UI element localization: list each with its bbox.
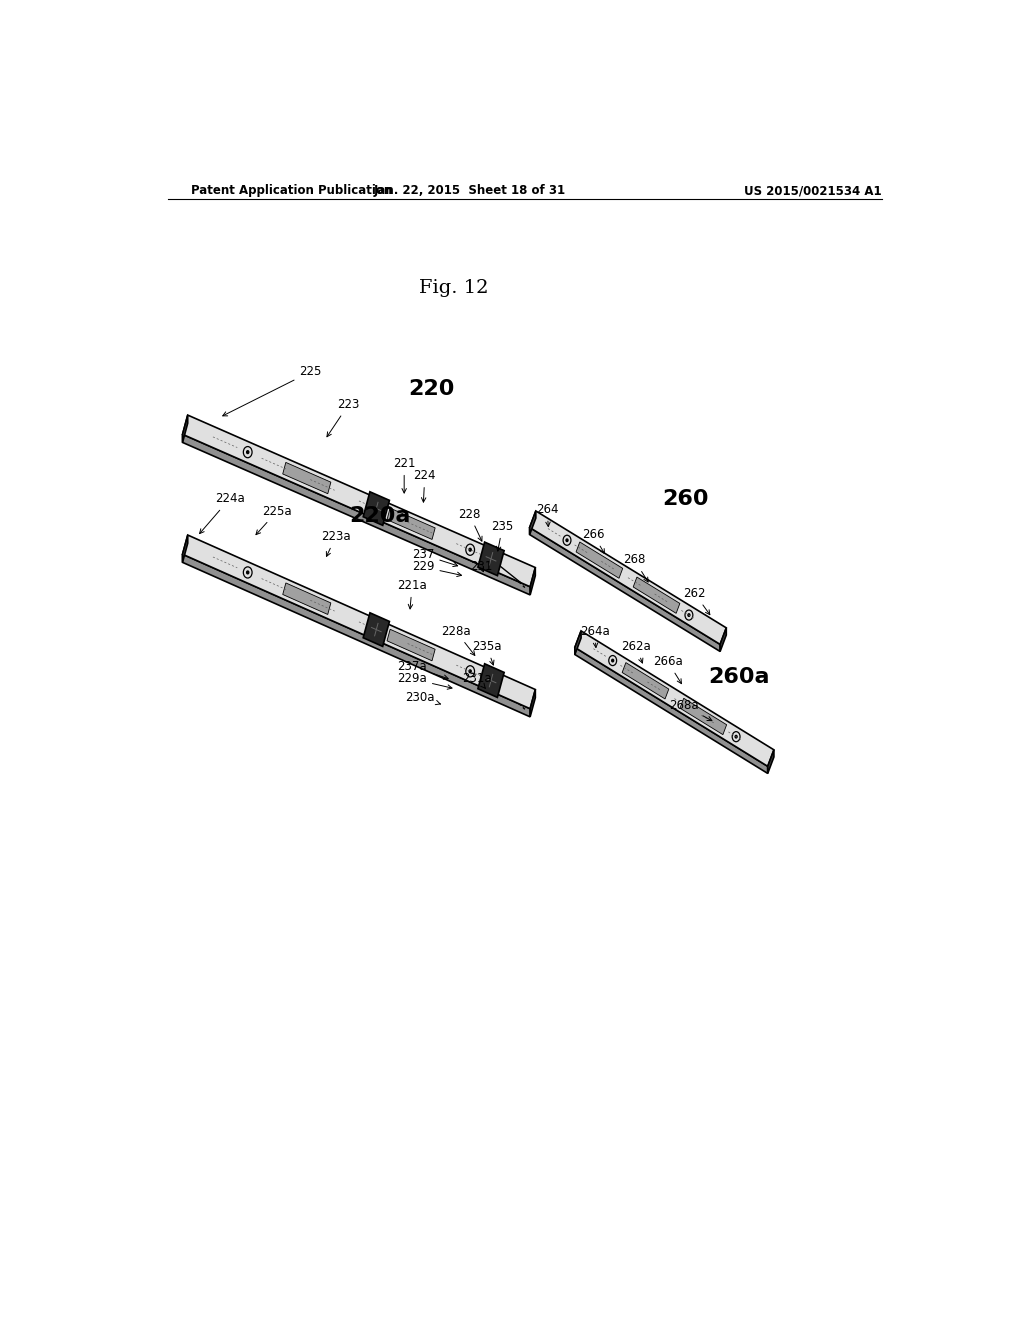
Polygon shape: [529, 528, 720, 652]
Polygon shape: [182, 414, 536, 587]
Text: 264a: 264a: [580, 624, 609, 648]
Polygon shape: [529, 511, 726, 644]
Polygon shape: [182, 535, 187, 562]
Text: 225: 225: [222, 366, 322, 416]
Polygon shape: [182, 414, 187, 442]
Polygon shape: [574, 631, 774, 767]
Text: 220a: 220a: [349, 506, 411, 527]
Circle shape: [611, 659, 613, 661]
Circle shape: [566, 539, 568, 541]
Text: 262: 262: [683, 587, 710, 615]
Text: 237: 237: [412, 548, 458, 566]
Text: 229a: 229a: [397, 672, 452, 689]
Polygon shape: [364, 492, 389, 525]
Text: 260: 260: [662, 488, 709, 510]
Polygon shape: [364, 612, 389, 647]
Text: 228: 228: [458, 508, 482, 541]
Text: 264: 264: [536, 503, 558, 527]
Text: 221a: 221a: [397, 578, 427, 609]
Text: 266a: 266a: [652, 655, 683, 684]
Polygon shape: [529, 511, 536, 535]
Text: 268a: 268a: [669, 698, 712, 721]
Text: 223: 223: [327, 397, 359, 437]
Text: 231: 231: [470, 561, 493, 573]
Circle shape: [247, 572, 249, 574]
Circle shape: [469, 671, 471, 673]
Text: 224a: 224a: [200, 492, 245, 533]
Text: 266: 266: [582, 528, 604, 553]
Text: 228a: 228a: [441, 624, 475, 656]
Text: Jan. 22, 2015  Sheet 18 of 31: Jan. 22, 2015 Sheet 18 of 31: [373, 185, 565, 198]
Text: 262a: 262a: [621, 640, 651, 663]
Text: Patent Application Publication: Patent Application Publication: [191, 185, 393, 198]
Polygon shape: [633, 577, 680, 614]
Text: 220: 220: [408, 379, 455, 399]
Polygon shape: [387, 508, 435, 540]
Polygon shape: [720, 628, 726, 652]
Text: 237a: 237a: [397, 660, 449, 680]
Polygon shape: [574, 647, 768, 774]
Polygon shape: [530, 568, 536, 595]
Circle shape: [247, 450, 249, 454]
Text: 225a: 225a: [256, 504, 292, 535]
Text: 229: 229: [412, 561, 462, 577]
Polygon shape: [283, 462, 331, 494]
Polygon shape: [182, 434, 530, 595]
Text: 221: 221: [393, 457, 416, 492]
Polygon shape: [182, 554, 530, 717]
Polygon shape: [623, 663, 669, 700]
Polygon shape: [478, 664, 504, 697]
Text: 235a: 235a: [472, 640, 502, 665]
Polygon shape: [182, 535, 536, 709]
Polygon shape: [530, 689, 536, 717]
Polygon shape: [574, 631, 581, 655]
Polygon shape: [680, 698, 727, 735]
Circle shape: [688, 614, 690, 616]
Text: 230a: 230a: [406, 690, 440, 705]
Polygon shape: [478, 543, 504, 576]
Text: 224: 224: [414, 469, 436, 502]
Polygon shape: [387, 630, 435, 661]
Text: US 2015/0021534 A1: US 2015/0021534 A1: [744, 185, 882, 198]
Text: 223a: 223a: [322, 531, 351, 557]
Text: 260a: 260a: [709, 667, 770, 686]
Circle shape: [735, 735, 737, 738]
Text: 235: 235: [492, 520, 514, 550]
Text: 231a: 231a: [463, 672, 492, 688]
Text: Fig. 12: Fig. 12: [419, 280, 488, 297]
Polygon shape: [768, 750, 774, 774]
Polygon shape: [577, 543, 623, 578]
Circle shape: [469, 548, 471, 552]
Polygon shape: [283, 583, 331, 615]
Text: 268: 268: [624, 553, 648, 582]
